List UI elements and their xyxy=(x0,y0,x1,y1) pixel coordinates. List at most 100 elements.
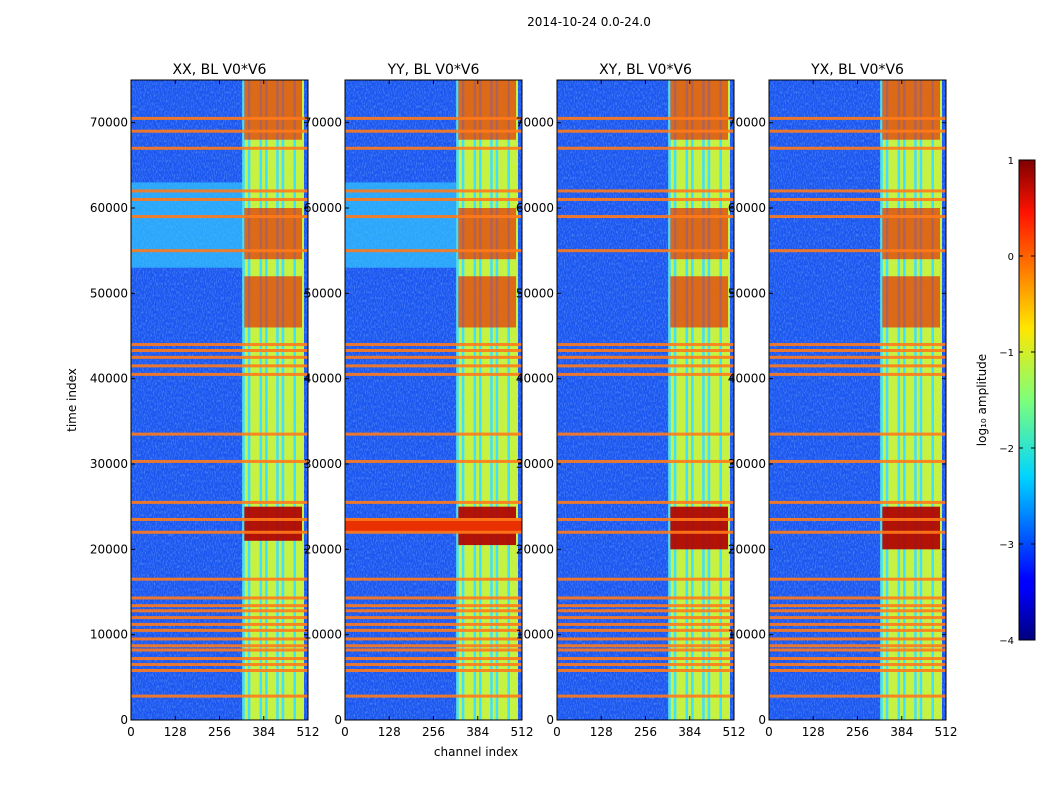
flag-row xyxy=(131,249,308,253)
channel-stripe xyxy=(473,80,477,720)
flag-row xyxy=(131,628,308,632)
flag-row xyxy=(345,215,522,219)
channel-stripe xyxy=(495,80,499,720)
y-axis-label: time index xyxy=(65,368,79,432)
flag-row xyxy=(131,604,308,608)
flag-row xyxy=(345,432,522,436)
flag-row xyxy=(557,604,734,608)
flag-row xyxy=(557,249,734,253)
colorbar-label: log₁₀ amplitude xyxy=(975,354,989,446)
flag-row xyxy=(131,129,308,133)
flag-row xyxy=(345,372,522,376)
y-tick-label: 50000 xyxy=(516,286,554,300)
waterfall-image xyxy=(557,80,734,720)
flag-row xyxy=(131,577,308,581)
y-tick-label: 0 xyxy=(120,713,128,727)
flag-row xyxy=(557,622,734,626)
figure-suptitle: 2014-10-24 0.0-24.0 xyxy=(527,15,651,29)
flag-row xyxy=(345,364,522,368)
panel-xy: XY, BL V0*V6 0 128 256 384 512 0 10000 20000 3000… xyxy=(516,62,746,739)
flag-row xyxy=(769,146,946,150)
x-tick-label: 128 xyxy=(802,725,825,739)
flag-row xyxy=(769,116,946,120)
flag-row xyxy=(345,648,522,652)
flag-row xyxy=(131,355,308,359)
flag-row xyxy=(769,616,946,620)
flag-row xyxy=(769,694,946,698)
hot-block xyxy=(670,506,728,550)
flag-row xyxy=(557,355,734,359)
flag-row xyxy=(557,637,734,641)
x-tick-label: 0 xyxy=(765,725,773,739)
flag-row xyxy=(345,657,522,661)
flag-row xyxy=(345,530,522,534)
flag-row xyxy=(769,637,946,641)
x-tick-label: 128 xyxy=(590,725,613,739)
flag-row xyxy=(557,129,734,133)
x-tick-label: 0 xyxy=(553,725,561,739)
flag-row xyxy=(131,197,308,201)
flag-row xyxy=(131,596,308,600)
flag-row xyxy=(769,604,946,608)
flag-row xyxy=(345,459,522,463)
flag-row xyxy=(769,609,946,613)
flag-row xyxy=(345,604,522,608)
flag-row xyxy=(769,622,946,626)
x-tick-label: 384 xyxy=(678,725,701,739)
flag-row xyxy=(345,129,522,133)
y-tick-label: 10000 xyxy=(516,628,554,642)
y-tick-label: 30000 xyxy=(90,457,128,471)
y-tick-label: 0 xyxy=(546,713,554,727)
flag-row xyxy=(345,577,522,581)
flag-row xyxy=(769,349,946,353)
channel-stripe xyxy=(719,80,722,720)
flag-row xyxy=(345,628,522,632)
hot-block xyxy=(670,276,728,328)
flag-row xyxy=(769,197,946,201)
waterfall-image xyxy=(769,80,946,720)
channel-stripe xyxy=(685,80,689,720)
flag-row xyxy=(131,517,308,521)
hot-block xyxy=(882,276,940,328)
flag-row xyxy=(345,637,522,641)
flag-row xyxy=(557,669,734,673)
flag-row xyxy=(131,644,308,648)
channel-stripe xyxy=(259,80,263,720)
y-tick-label: 0 xyxy=(334,713,342,727)
flag-row xyxy=(131,116,308,120)
flag-row xyxy=(345,349,522,353)
flag-row xyxy=(769,663,946,667)
flag-row xyxy=(131,616,308,620)
flag-row xyxy=(131,609,308,613)
flag-row xyxy=(345,249,522,253)
x-tick-label: 512 xyxy=(723,725,746,739)
flag-row xyxy=(769,648,946,652)
flag-row xyxy=(769,596,946,600)
flag-row xyxy=(769,372,946,376)
flag-row xyxy=(345,644,522,648)
flag-row xyxy=(345,663,522,667)
y-tick-label: 10000 xyxy=(90,628,128,642)
flag-row xyxy=(769,459,946,463)
flag-row xyxy=(769,669,946,673)
cyan-region xyxy=(345,182,457,268)
y-tick-label: 40000 xyxy=(90,372,128,386)
x-tick-label: 0 xyxy=(127,725,135,739)
flag-row xyxy=(345,355,522,359)
y-tick-label: 20000 xyxy=(728,542,766,556)
flag-row xyxy=(557,517,734,521)
panel-title: YY, BL V0*V6 xyxy=(387,62,480,78)
flag-row xyxy=(131,146,308,150)
panel-title: XX, BL V0*V6 xyxy=(173,62,267,78)
y-tick-label: 30000 xyxy=(516,457,554,471)
channel-stripe xyxy=(931,80,934,720)
y-tick-label: 70000 xyxy=(304,116,342,130)
flag-row xyxy=(769,657,946,661)
flag-row xyxy=(557,500,734,504)
channel-stripe xyxy=(885,80,889,720)
colorbar-tick-label: −3 xyxy=(999,540,1014,551)
y-tick-label: 40000 xyxy=(304,372,342,386)
x-tick-label: 128 xyxy=(378,725,401,739)
channel-stripe xyxy=(668,80,671,720)
